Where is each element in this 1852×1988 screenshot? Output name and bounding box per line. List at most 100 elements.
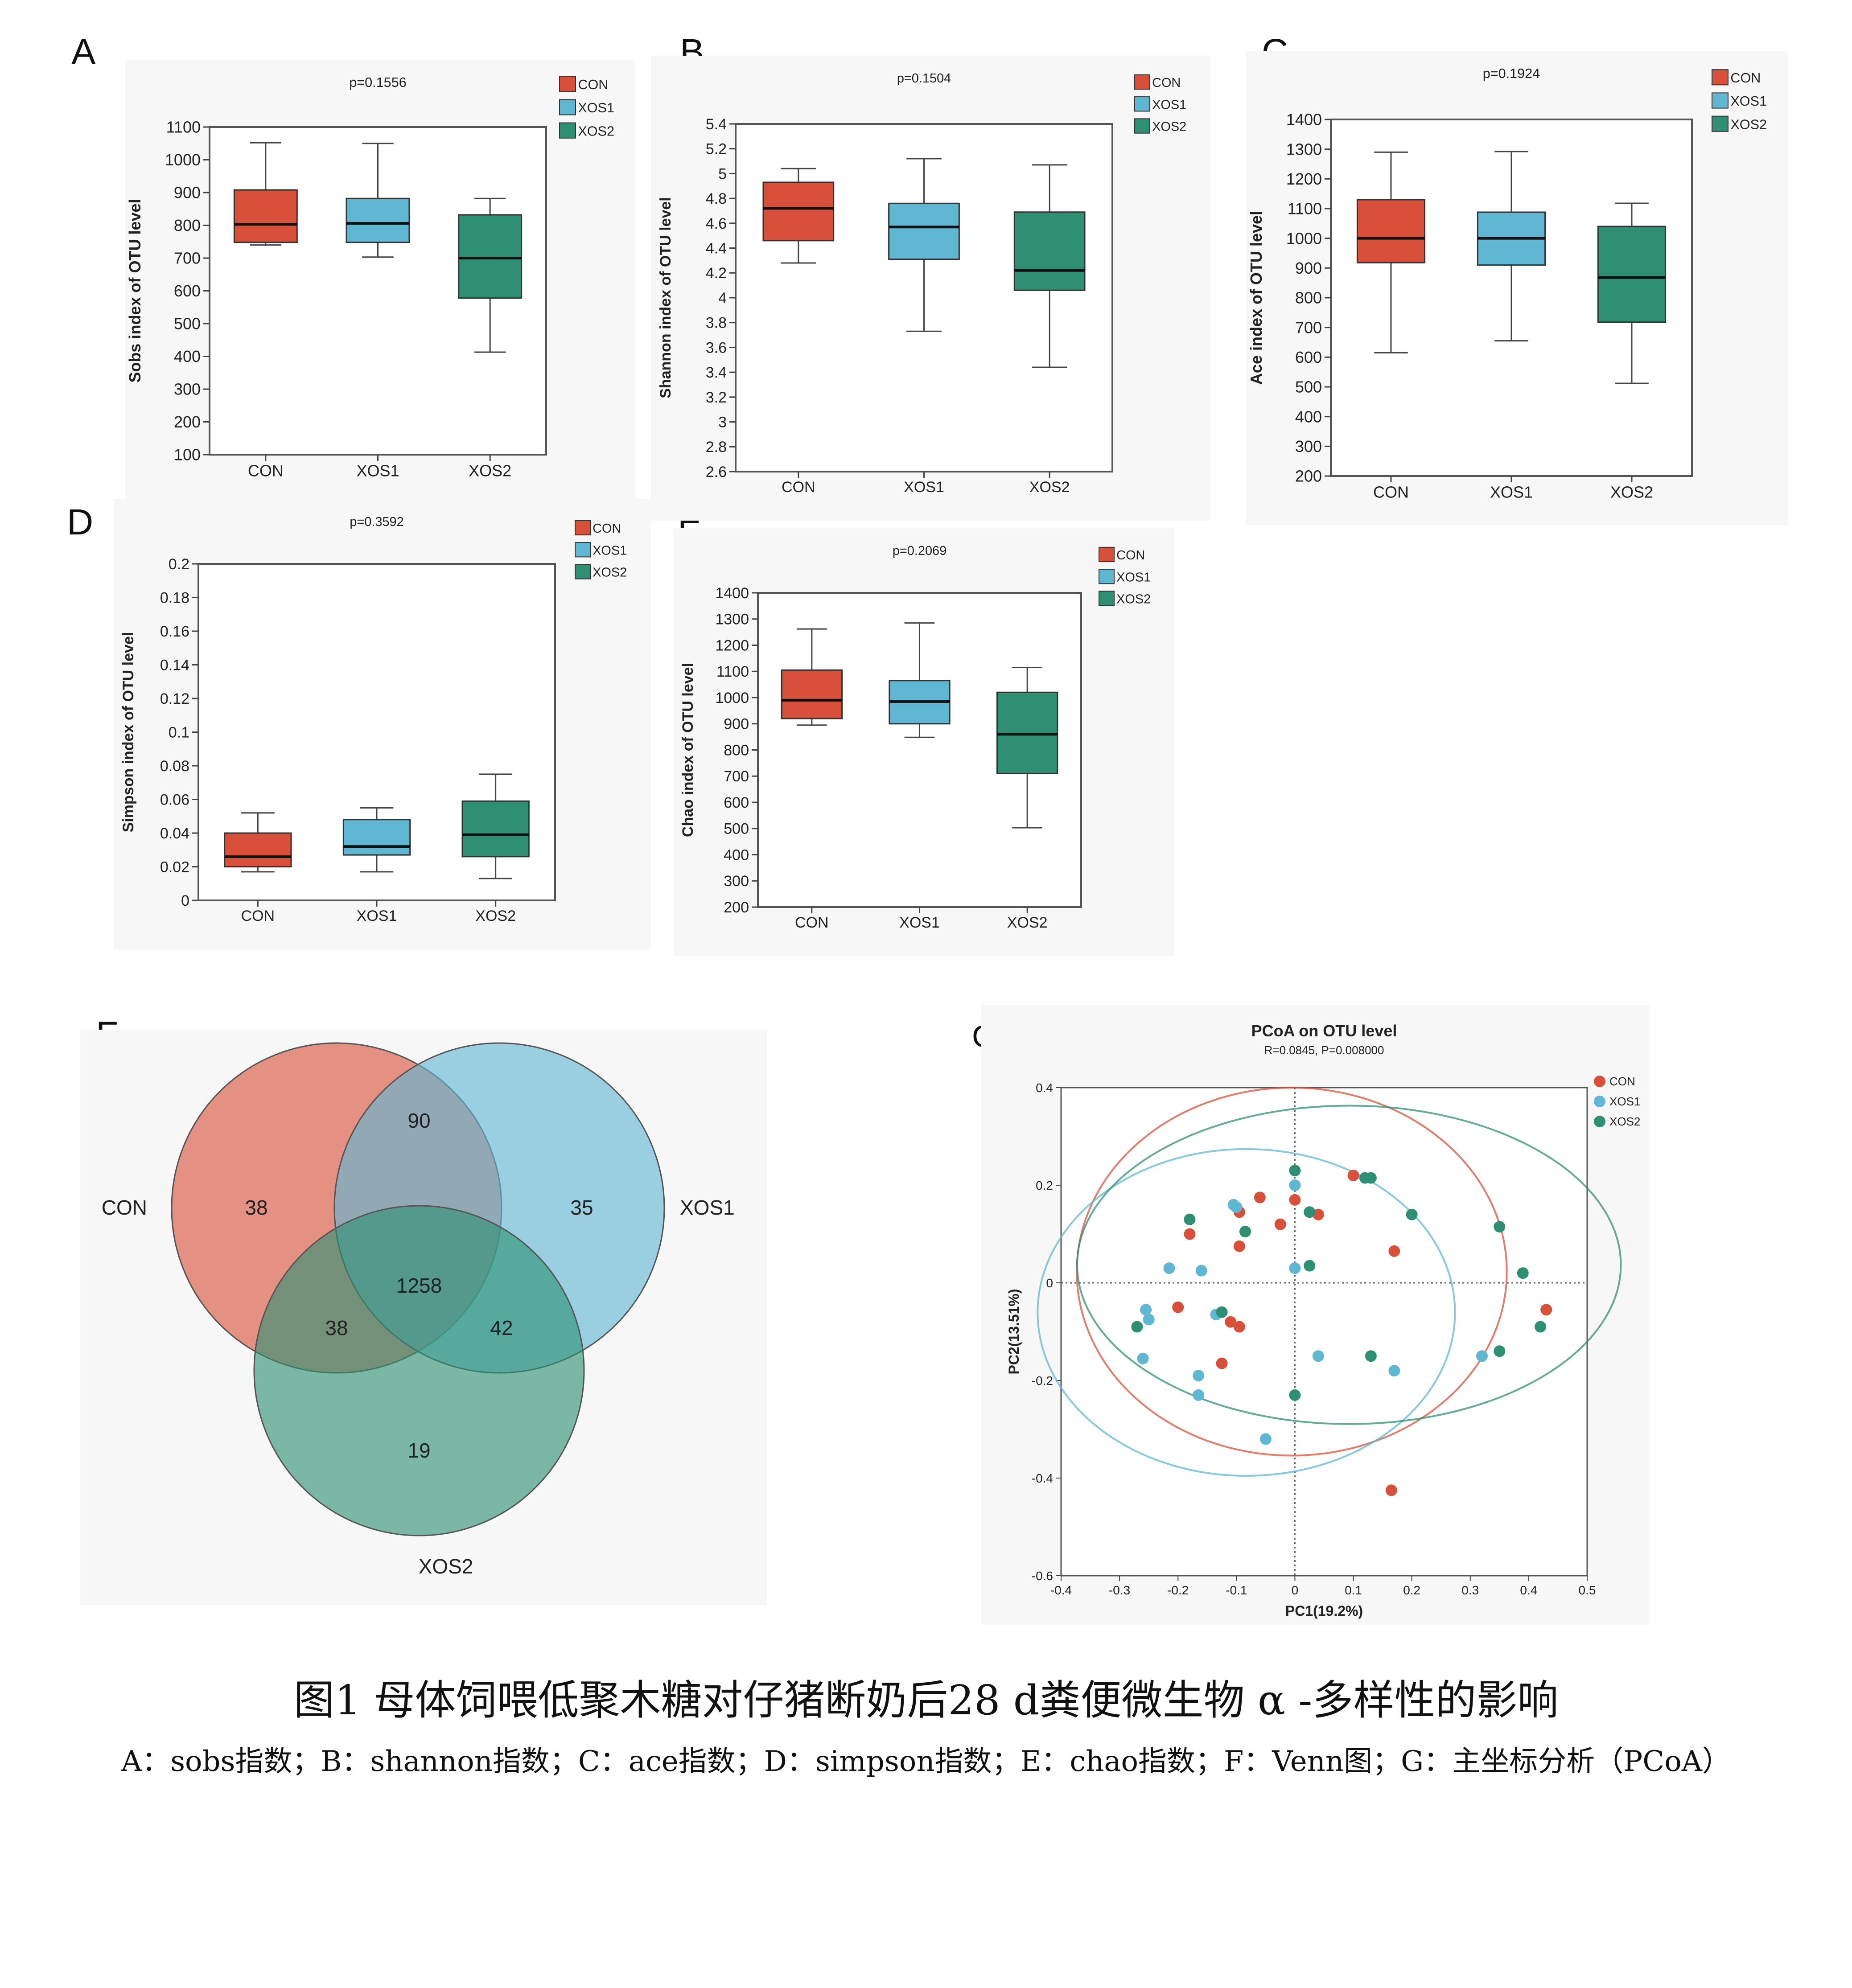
x-tick-label: CON	[1373, 483, 1409, 501]
box-xos1	[342, 819, 411, 856]
y-tick-label: 1100	[1288, 200, 1322, 218]
point-xos1	[1137, 1352, 1149, 1364]
x-tick-label: XOS1	[1490, 483, 1533, 501]
y-tick-label: 800	[1295, 289, 1322, 307]
legend-marker-con	[1594, 1076, 1605, 1087]
point-con	[1385, 1484, 1397, 1496]
venn-set-label-xos1: XOS1	[680, 1196, 735, 1219]
y-tick-label: 4.8	[706, 190, 727, 207]
x-tick-label: XOS2	[1007, 914, 1048, 931]
point-xos1	[1289, 1262, 1301, 1274]
chart-title: PCoA on OTU level	[1251, 1022, 1397, 1040]
legend-swatch-xos2	[1134, 118, 1150, 134]
x-tick-label: 0.1	[1345, 1583, 1362, 1597]
x-tick-label: CON	[241, 908, 275, 924]
plot-frame	[1060, 1087, 1588, 1577]
y-tick-label: 1300	[1286, 140, 1322, 158]
legend-swatch-xos1	[575, 542, 591, 558]
y-tick-label: 200	[174, 413, 201, 431]
point-xos2	[1131, 1321, 1143, 1333]
x-tick-label: 0.3	[1461, 1583, 1479, 1597]
y-axis-label: Shannon index of OTU level	[657, 197, 674, 398]
y-tick-label: 700	[174, 249, 201, 267]
legend-label-xos2: XOS2	[1609, 1115, 1640, 1128]
box-xos1	[346, 197, 410, 243]
y-tick-label: -0.4	[1032, 1471, 1053, 1485]
legend-swatch-xos1	[1712, 92, 1729, 109]
legend-marker-xos2	[1594, 1116, 1605, 1127]
x-axis-label: PC1(19.2%)	[1285, 1603, 1363, 1619]
x-tick-label: CON	[248, 462, 284, 480]
y-tick-label: 0.2	[169, 556, 189, 573]
panel-label-d: D	[67, 502, 94, 542]
y-tick-label: 0.1	[169, 724, 189, 741]
x-tick-label: XOS2	[469, 462, 511, 480]
point-xos2	[1239, 1226, 1251, 1238]
y-tick-label: -0.2	[1032, 1374, 1053, 1388]
venn-count-all: 1258	[396, 1274, 442, 1297]
legend-swatch-con	[1712, 69, 1729, 86]
point-con	[1274, 1218, 1286, 1230]
legend-label-xos1: XOS1	[1730, 94, 1767, 109]
legend-swatch-xos2	[1712, 115, 1729, 132]
y-tick-label: 900	[1295, 259, 1322, 277]
venn-count-xos2-only: 19	[407, 1439, 430, 1462]
legend-swatch-xos2	[559, 122, 576, 139]
y-tick-label: 1400	[1286, 111, 1322, 129]
legend-swatch-xos2	[575, 564, 591, 579]
y-tick-label: 100	[174, 446, 201, 464]
venn-count-xos1-only: 35	[570, 1196, 593, 1219]
y-tick-label: 700	[1295, 318, 1322, 337]
point-xos2	[1494, 1345, 1506, 1357]
point-xos2	[1304, 1260, 1316, 1272]
y-tick-label: 600	[1295, 348, 1322, 366]
panel-label-a: A	[71, 32, 96, 72]
boxplot-d: 0 0.02 0.04 0.06 0.08 0.1 0.12 0.14 0.16 0.18 0.2 S…	[114, 499, 651, 949]
y-tick-label: 1000	[165, 151, 201, 169]
y-tick-label: 600	[174, 282, 201, 300]
y-tick-label: 3.2	[706, 389, 727, 406]
x-tick-label: CON	[782, 479, 815, 496]
y-tick-label: 5.2	[706, 141, 727, 158]
y-tick-label: 0.06	[160, 791, 189, 808]
boxplot-b: 2.6 2.8 3 3.2 3.4 3.6 3.8 4 4.2 4.4 4.6 4.8 5 5.2 5.4 S…	[651, 56, 1210, 521]
point-xos2	[1184, 1213, 1196, 1225]
p-value-title: p=0.2069	[893, 544, 947, 558]
y-tick-label: 700	[724, 768, 749, 785]
y-tick-label: 200	[724, 899, 749, 916]
legend-label-xos1: XOS1	[1152, 98, 1186, 112]
p-value-title: p=0.3592	[350, 515, 403, 529]
y-tick-label: 600	[724, 794, 749, 811]
y-tick-label: 0.08	[160, 758, 189, 775]
legend-label-con: CON	[1609, 1075, 1635, 1088]
legend-label-con: CON	[1152, 76, 1181, 90]
point-con	[1233, 1240, 1245, 1252]
ellipse-xos2	[1076, 1105, 1622, 1425]
x-tick-label: 0.4	[1520, 1583, 1537, 1597]
x-tick-label: -0.3	[1109, 1583, 1130, 1597]
y-tick-label: 1200	[1286, 170, 1322, 188]
pcoa-plot: -0.4 -0.3 -0.2 -0.1 0 0.1 0.2 0.3 0.4 0.5-0.6-0.4…	[981, 1005, 1650, 1625]
y-axis-label: Simpson index of OTU level	[120, 632, 137, 833]
legend-swatch-xos2	[1099, 591, 1115, 606]
y-tick-label: 0.04	[160, 825, 189, 842]
x-tick-label: 0	[1292, 1583, 1299, 1597]
x-tick-label: XOS2	[1029, 479, 1070, 496]
venn-count-con-xos1: 90	[407, 1109, 430, 1132]
x-tick-label: XOS2	[1610, 483, 1653, 501]
point-xos1	[1259, 1433, 1272, 1445]
legend-label-con: CON	[1730, 70, 1761, 86]
point-con	[1254, 1191, 1266, 1203]
legend-label-con: CON	[593, 522, 621, 536]
point-con	[1388, 1245, 1400, 1257]
point-xos2	[1535, 1321, 1547, 1333]
point-xos2	[1304, 1206, 1316, 1218]
venn-set-label-xos2: XOS2	[419, 1555, 473, 1578]
box-xos2	[458, 214, 523, 299]
legend-swatch-xos1	[559, 99, 576, 115]
venn-count-xos1-xos2: 42	[490, 1316, 513, 1339]
point-xos2	[1365, 1350, 1377, 1362]
p-value-title: p=0.1924	[1483, 66, 1540, 81]
point-xos1	[1193, 1389, 1205, 1401]
y-tick-label: 400	[724, 846, 749, 863]
